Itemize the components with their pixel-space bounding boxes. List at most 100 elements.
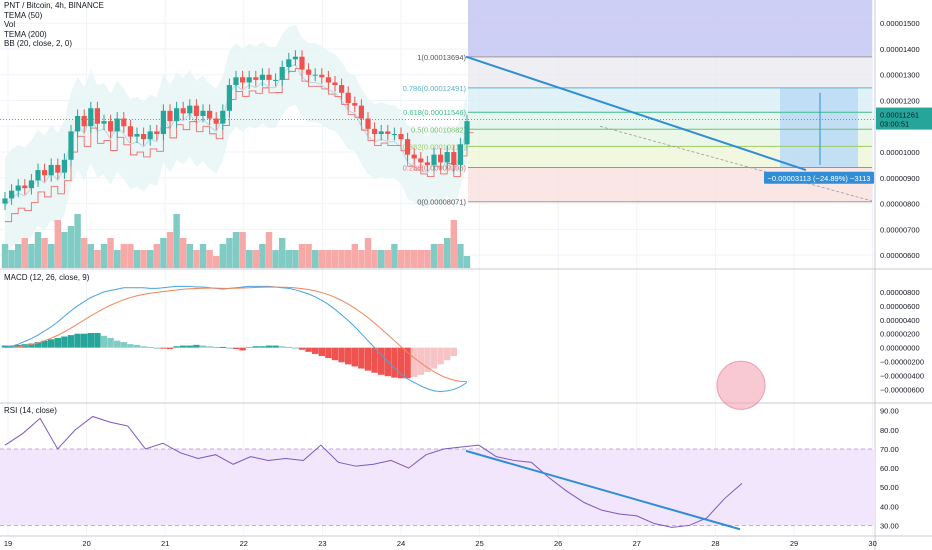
rsi-label[interactable]: RSI (14, close) (4, 406, 57, 415)
macd-histogram-bar (147, 346, 154, 348)
volume-bar (411, 250, 418, 268)
volume-bar (391, 244, 398, 268)
candle-body (405, 139, 411, 155)
macd-histogram-bar (437, 347, 444, 365)
volume-bar (371, 250, 378, 268)
time-tick-label: 20 (82, 539, 90, 548)
volume-bar (437, 244, 444, 268)
price-tick-label: 0.00000900 (880, 174, 920, 183)
bb-label[interactable]: BB (20, close, 2, 0) (4, 39, 73, 48)
last-price-label: 0.00011261 (880, 111, 919, 120)
macd-histogram-bar (298, 347, 306, 350)
tema200-label[interactable]: TEMA (200) (4, 29, 47, 39)
macd-histogram-bar (206, 346, 213, 348)
macd-histogram-bar (81, 333, 88, 348)
volume-bar (232, 232, 240, 268)
volume-bar (21, 238, 28, 268)
candle-body (240, 77, 246, 83)
candle-body (81, 115, 87, 127)
volume-bar (279, 238, 286, 268)
time-tick-label: 25 (475, 539, 483, 548)
macd-histogram-bar (193, 344, 200, 348)
macd-histogram-bar (140, 346, 147, 348)
macd-histogram-bar (279, 346, 286, 348)
volume-bar (28, 244, 35, 268)
candle-body (325, 77, 331, 83)
macd-histogram-bar (41, 340, 48, 348)
macd-histogram-bar (378, 347, 385, 375)
candle-body (61, 159, 67, 173)
volume-bar (252, 250, 259, 268)
rsi-pane (0, 415, 875, 531)
candle-body (2, 198, 8, 204)
volume-bar (312, 250, 319, 268)
macd-histogram-bar (411, 347, 418, 377)
candle-body (187, 105, 193, 114)
volume-bar (140, 250, 147, 268)
macd-histogram-bar (213, 346, 220, 348)
volume-bar (450, 220, 457, 268)
symbol-title[interactable]: PNT / Bitcoin, 4h, BINANCE (4, 1, 104, 10)
price-tick-label: 0.00001000 (880, 148, 920, 157)
macd-histogram-bar (397, 347, 405, 379)
macd-histogram-bar (127, 344, 134, 348)
candle-body (438, 154, 444, 163)
price-tick-label: 0.00001300 (880, 71, 920, 80)
fib-level-label: 0.5(0.00010882) (411, 125, 467, 134)
price-tick-label: 0.00001500 (880, 19, 920, 28)
candle-body (358, 105, 364, 119)
volume-bar (1, 244, 9, 268)
candle-body (312, 74, 318, 76)
macd-histogram-bar (391, 347, 398, 378)
macd-histogram-bar (430, 347, 438, 369)
rsi-tick-label: 50.00 (880, 483, 899, 492)
volume-bar (186, 244, 193, 268)
candle-body (424, 162, 430, 165)
candle-body (42, 170, 48, 176)
macd-histogram-bar (351, 347, 358, 367)
volume-label[interactable]: Vol (4, 20, 16, 29)
macd-histogram-bar (153, 347, 160, 349)
macd-histogram-bar (67, 335, 75, 348)
price-tick-label: 0.00001400 (880, 45, 920, 54)
volume-bar (153, 244, 160, 268)
macd-histogram-bar (246, 346, 253, 348)
candle-body (28, 180, 34, 189)
macd-histogram-bar (120, 342, 127, 348)
volume-bar (8, 250, 15, 268)
candle-body (444, 152, 450, 163)
macd-histogram-bar (133, 344, 141, 348)
macd-histogram-bar (312, 347, 319, 354)
volume-bar (87, 244, 94, 268)
macd-tick-label: −0.00000600 (880, 385, 924, 394)
macd-histogram-bar (285, 346, 292, 348)
candle-body (398, 134, 404, 140)
candle-body (306, 69, 312, 75)
macd-histogram-bar (28, 343, 35, 348)
macd-histogram-bar (371, 347, 378, 373)
price-legend: PNT / Bitcoin, 4h, BINANCE TEMA (50) Vol… (4, 1, 104, 49)
volume-bar (193, 250, 200, 268)
macd-histogram-bar (94, 333, 101, 348)
fib-zone (468, 112, 872, 130)
tema50-label[interactable]: TEMA (50) (4, 10, 43, 20)
volume-bar (331, 250, 339, 268)
volume-bar (318, 250, 325, 268)
volume-bar (199, 244, 207, 268)
fib-zone-top (468, 0, 872, 57)
macd-label[interactable]: MACD (12, 26, close, 9) (4, 273, 90, 282)
macd-histogram-bar (292, 347, 299, 349)
fib-level-label: 0.786(0.00012491) (403, 84, 467, 93)
candle-body (35, 170, 41, 181)
fib-level-label: 0.236(0.00009398) (403, 164, 467, 173)
macd-histogram-bar (48, 339, 55, 348)
candle-body (121, 118, 127, 127)
volume-bar (54, 220, 61, 268)
measure-label-bg (764, 171, 874, 184)
candle-body (378, 131, 384, 134)
macd-histogram-bar (186, 345, 193, 348)
macd-tick-label: −0.00000400 (880, 372, 924, 381)
macd-histogram-bar (87, 333, 94, 348)
macd-histogram-bar (219, 346, 226, 348)
